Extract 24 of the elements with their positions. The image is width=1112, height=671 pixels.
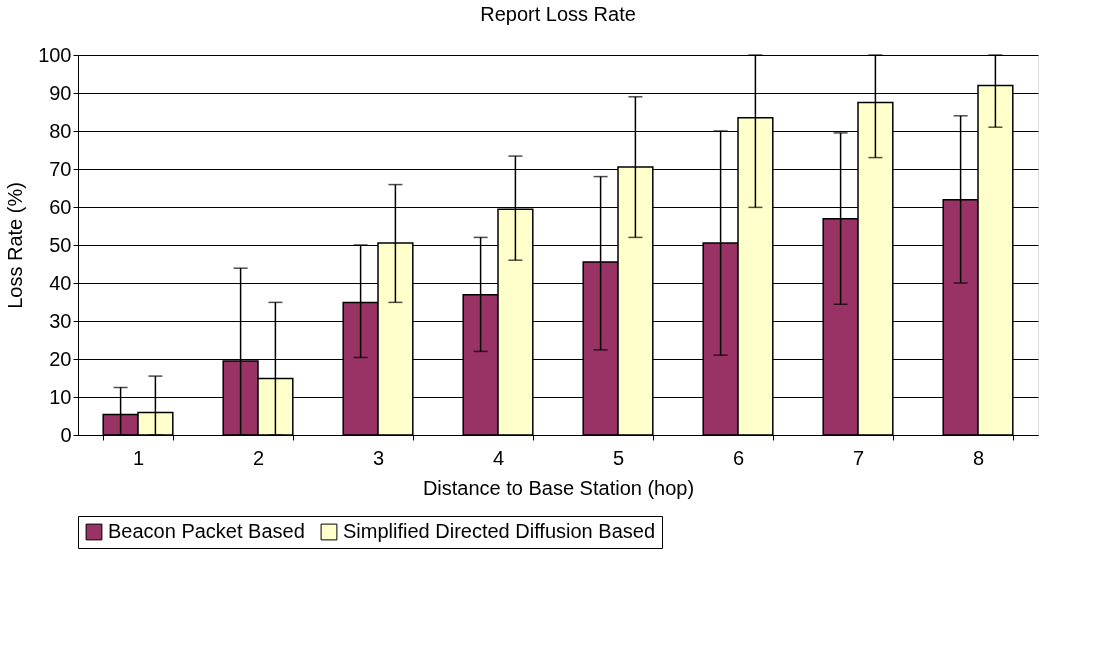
x-tick-label: 7 [852,446,865,469]
y-tick-label: 30 [49,309,72,332]
y-tick-label: 20 [49,347,72,370]
chart-title: Report Loss Rate [480,3,636,25]
x-axis-title: Distance to Base Station (hop) [422,476,695,499]
y-tick-label: 80 [49,119,72,142]
y-tick-label: 60 [49,195,72,218]
x-tick-label: 1 [132,446,145,469]
y-axis-title: Loss Rate (%) [4,182,27,309]
y-tick-label: 50 [49,233,72,256]
y-tick-label: 90 [49,81,72,104]
y-tick-label: 0 [60,423,72,446]
y-tick-label: 40 [49,271,72,294]
x-tick-label: 2 [252,446,265,469]
x-tick-label: 4 [492,446,505,469]
legend-label: Beacon Packet Based [108,520,305,542]
y-tick-label: 100 [38,43,72,66]
legend-label: Simplified Directed Diffusion Based [343,520,656,542]
x-tick-label: 8 [972,446,985,469]
x-tick-label: 6 [732,446,745,469]
y-tick-label: 70 [49,157,72,180]
x-tick-label: 3 [372,446,385,469]
y-tick-label: 10 [49,385,72,408]
x-tick-label: 5 [612,446,625,469]
